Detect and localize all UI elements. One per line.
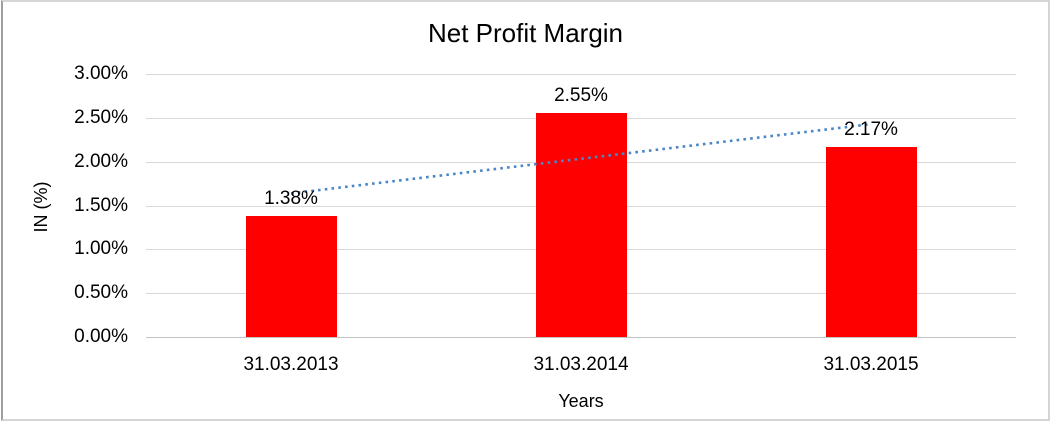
chart-title: Net Profit Margin <box>427 18 624 48</box>
x-category-label: 31.03.2015 <box>823 354 919 375</box>
bar <box>245 216 337 337</box>
y-tick-label: 2.50% <box>74 106 128 128</box>
gridline <box>146 74 1016 75</box>
bar <box>535 113 627 337</box>
bar-value-label: 1.38% <box>264 188 318 210</box>
y-tick-label: 1.00% <box>74 238 128 260</box>
bar <box>825 146 917 337</box>
bar-value-label: 2.55% <box>554 85 608 107</box>
y-tick-label: 0.00% <box>74 326 128 347</box>
y-tick-label: 0.50% <box>74 282 128 304</box>
x-category-label: 31.03.2013 <box>243 354 339 375</box>
y-tick-label: 1.50% <box>74 194 128 216</box>
y-tick-label: 2.00% <box>74 150 128 172</box>
bar-value-label: 2.17% <box>844 118 898 140</box>
y-tick-label: 3.00% <box>74 63 128 84</box>
x-category-label: 31.03.2014 <box>533 354 629 375</box>
x-axis-title: Years <box>558 391 604 411</box>
trendline <box>290 122 872 195</box>
plot-area: 1.38% 2.55% 2.17% <box>146 74 1016 338</box>
gridline <box>146 337 1016 338</box>
